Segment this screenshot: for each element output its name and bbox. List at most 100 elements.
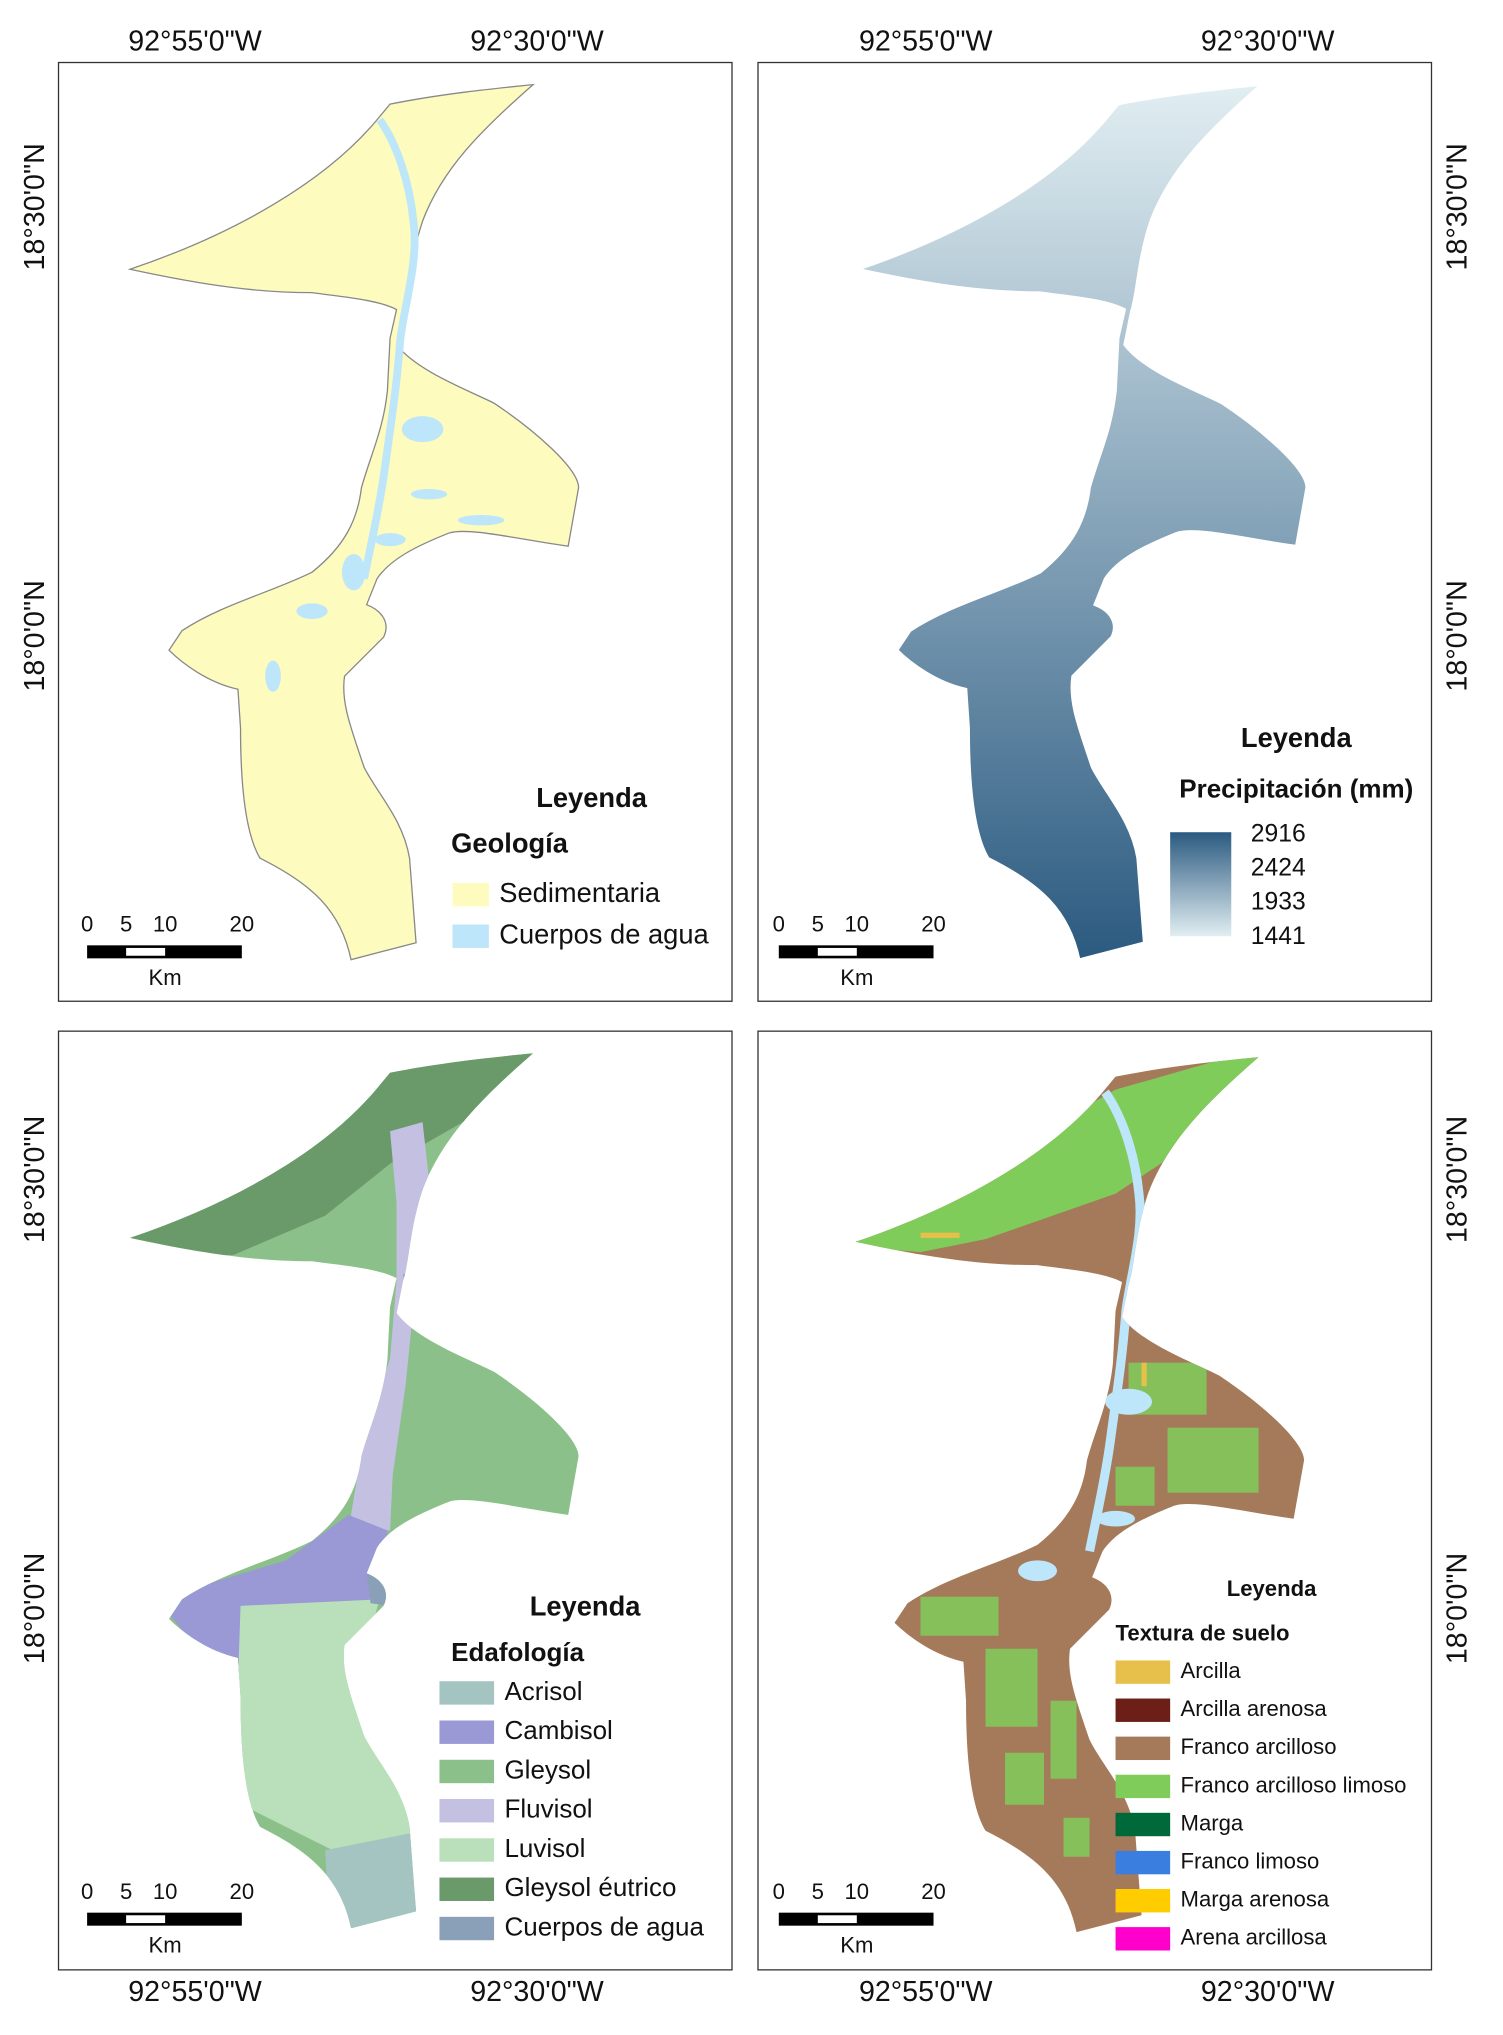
water-body: [1096, 1510, 1136, 1527]
soil-zone: [1141, 1362, 1147, 1387]
legend-label: Fluvisol: [504, 1794, 592, 1824]
scale-label: 0: [81, 912, 93, 937]
latitude-label: 18°0'0"N: [19, 1553, 51, 1664]
legend-swatch: [452, 882, 489, 907]
water-body: [296, 603, 328, 619]
legend-label: Gleysol: [504, 1754, 591, 1784]
legend-swatch: [439, 1838, 495, 1862]
scale-bar: [817, 947, 857, 956]
scale-label: 0: [773, 912, 785, 937]
scale-label: 20: [230, 912, 255, 937]
legend-ramp: [1170, 832, 1232, 937]
legend-subtitle: Geología: [451, 827, 569, 858]
water-body: [374, 533, 406, 547]
longitude-label: 92°55'0"W: [859, 26, 993, 58]
soil-zone: [156, 1514, 388, 1678]
region: [853, 82, 1308, 962]
legend-label: Franco arcilloso: [1181, 1734, 1337, 1759]
scale-label: 0: [773, 1879, 785, 1904]
latitude-label: 18°30'0"N: [19, 1116, 51, 1243]
legend-title: Leyenda: [1227, 1576, 1317, 1601]
legend-subtitle: Textura de suelo: [1116, 1620, 1290, 1645]
latitude-label: 18°30'0"N: [19, 143, 51, 270]
longitude-label: 92°55'0"W: [859, 1976, 993, 2008]
soil-zone: [234, 1599, 423, 1853]
legend-swatch: [1115, 1927, 1171, 1951]
legend-ramp-label: 2916: [1251, 820, 1306, 847]
legend-label: Franco limoso: [1181, 1848, 1320, 1873]
legend-label: Cuerpos de agua: [499, 918, 709, 949]
scale-label: 10: [153, 912, 178, 937]
longitude-label: 92°55'0"W: [128, 1976, 262, 2008]
legend-swatch: [439, 1877, 495, 1901]
longitude-label: 92°30'0"W: [470, 1976, 604, 2008]
latitude-label: 18°0'0"N: [19, 580, 51, 691]
legend-swatch: [439, 1799, 495, 1823]
legend-label: Marga: [1181, 1810, 1244, 1835]
legend-label: Cambisol: [504, 1715, 612, 1745]
legend-label: Franco arcilloso limoso: [1181, 1772, 1407, 1797]
legend-label: Arcilla arenosa: [1181, 1696, 1328, 1721]
soil-zone: [920, 1232, 960, 1238]
legend-swatch: [1115, 1774, 1171, 1799]
soil-zone: [130, 1053, 573, 1262]
scale-bar: [817, 1915, 857, 1924]
latitude-label: 18°30'0"N: [1441, 1116, 1473, 1243]
longitude-label: 92°55'0"W: [128, 26, 262, 58]
scale-unit: Km: [840, 965, 873, 990]
scale-label: 5: [812, 912, 824, 937]
soil-zone: [1063, 1817, 1090, 1857]
scale-unit: Km: [149, 965, 182, 990]
legend-swatch: [439, 1916, 495, 1941]
legend-subtitle: Edafología: [451, 1637, 584, 1667]
legend-title: Leyenda: [530, 1591, 642, 1622]
latitude-label: 18°0'0"N: [1441, 580, 1473, 691]
scale-bar: [126, 1915, 166, 1924]
latitude-label: 18°30'0"N: [1441, 143, 1473, 270]
legend-label: Cuerpos de agua: [504, 1911, 704, 1941]
scale-label: 20: [921, 1879, 946, 1904]
scale-unit: Km: [840, 1932, 873, 1957]
legend-label: Marga arenosa: [1181, 1887, 1330, 1912]
water-body: [341, 553, 366, 591]
legend-swatch: [1115, 1812, 1171, 1837]
scale-label: 5: [812, 1879, 824, 1904]
river: [360, 117, 419, 580]
soil-zone: [1050, 1700, 1077, 1779]
legend-label: Luvisol: [504, 1833, 585, 1863]
legend-swatch: [452, 924, 489, 948]
water-body: [1105, 1388, 1152, 1415]
soil-zone: [1115, 1466, 1155, 1506]
longitude-label: 92°30'0"W: [470, 26, 604, 58]
scale-unit: Km: [149, 1932, 182, 1957]
legend-title: Leyenda: [1241, 722, 1353, 753]
legend-swatch: [1115, 1889, 1171, 1913]
soil-zone: [920, 1596, 999, 1636]
soil-zone: [1005, 1752, 1045, 1805]
scale-label: 5: [120, 912, 132, 937]
soil-zone: [985, 1648, 1038, 1727]
legend-subtitle: Precipitación (mm): [1179, 773, 1413, 803]
scale-label: 0: [81, 1879, 93, 1904]
legend-label: Gleysol éutrico: [504, 1872, 676, 1902]
region: [127, 83, 580, 961]
legend-label: Acrisol: [504, 1676, 582, 1706]
scale-label: 10: [845, 1879, 870, 1904]
map-area: [127, 83, 580, 961]
scale-label: 10: [153, 1879, 178, 1904]
legend-label: Arcilla: [1181, 1658, 1242, 1683]
legend-swatch: [439, 1681, 495, 1705]
legend-title: Leyenda: [536, 782, 648, 813]
scale-label: 10: [845, 912, 870, 937]
water-body: [265, 660, 281, 692]
scale-label: 20: [230, 1879, 255, 1904]
legend-swatch: [439, 1720, 495, 1744]
latitude-label: 18°0'0"N: [1441, 1553, 1473, 1664]
legend-swatch: [1115, 1736, 1171, 1761]
soil-zone: [1167, 1427, 1259, 1493]
legend-ramp-label: 1441: [1251, 923, 1306, 950]
scale-label: 5: [120, 1879, 132, 1904]
scale-bar: [126, 947, 166, 956]
legend-ramp-label: 1933: [1251, 889, 1306, 916]
